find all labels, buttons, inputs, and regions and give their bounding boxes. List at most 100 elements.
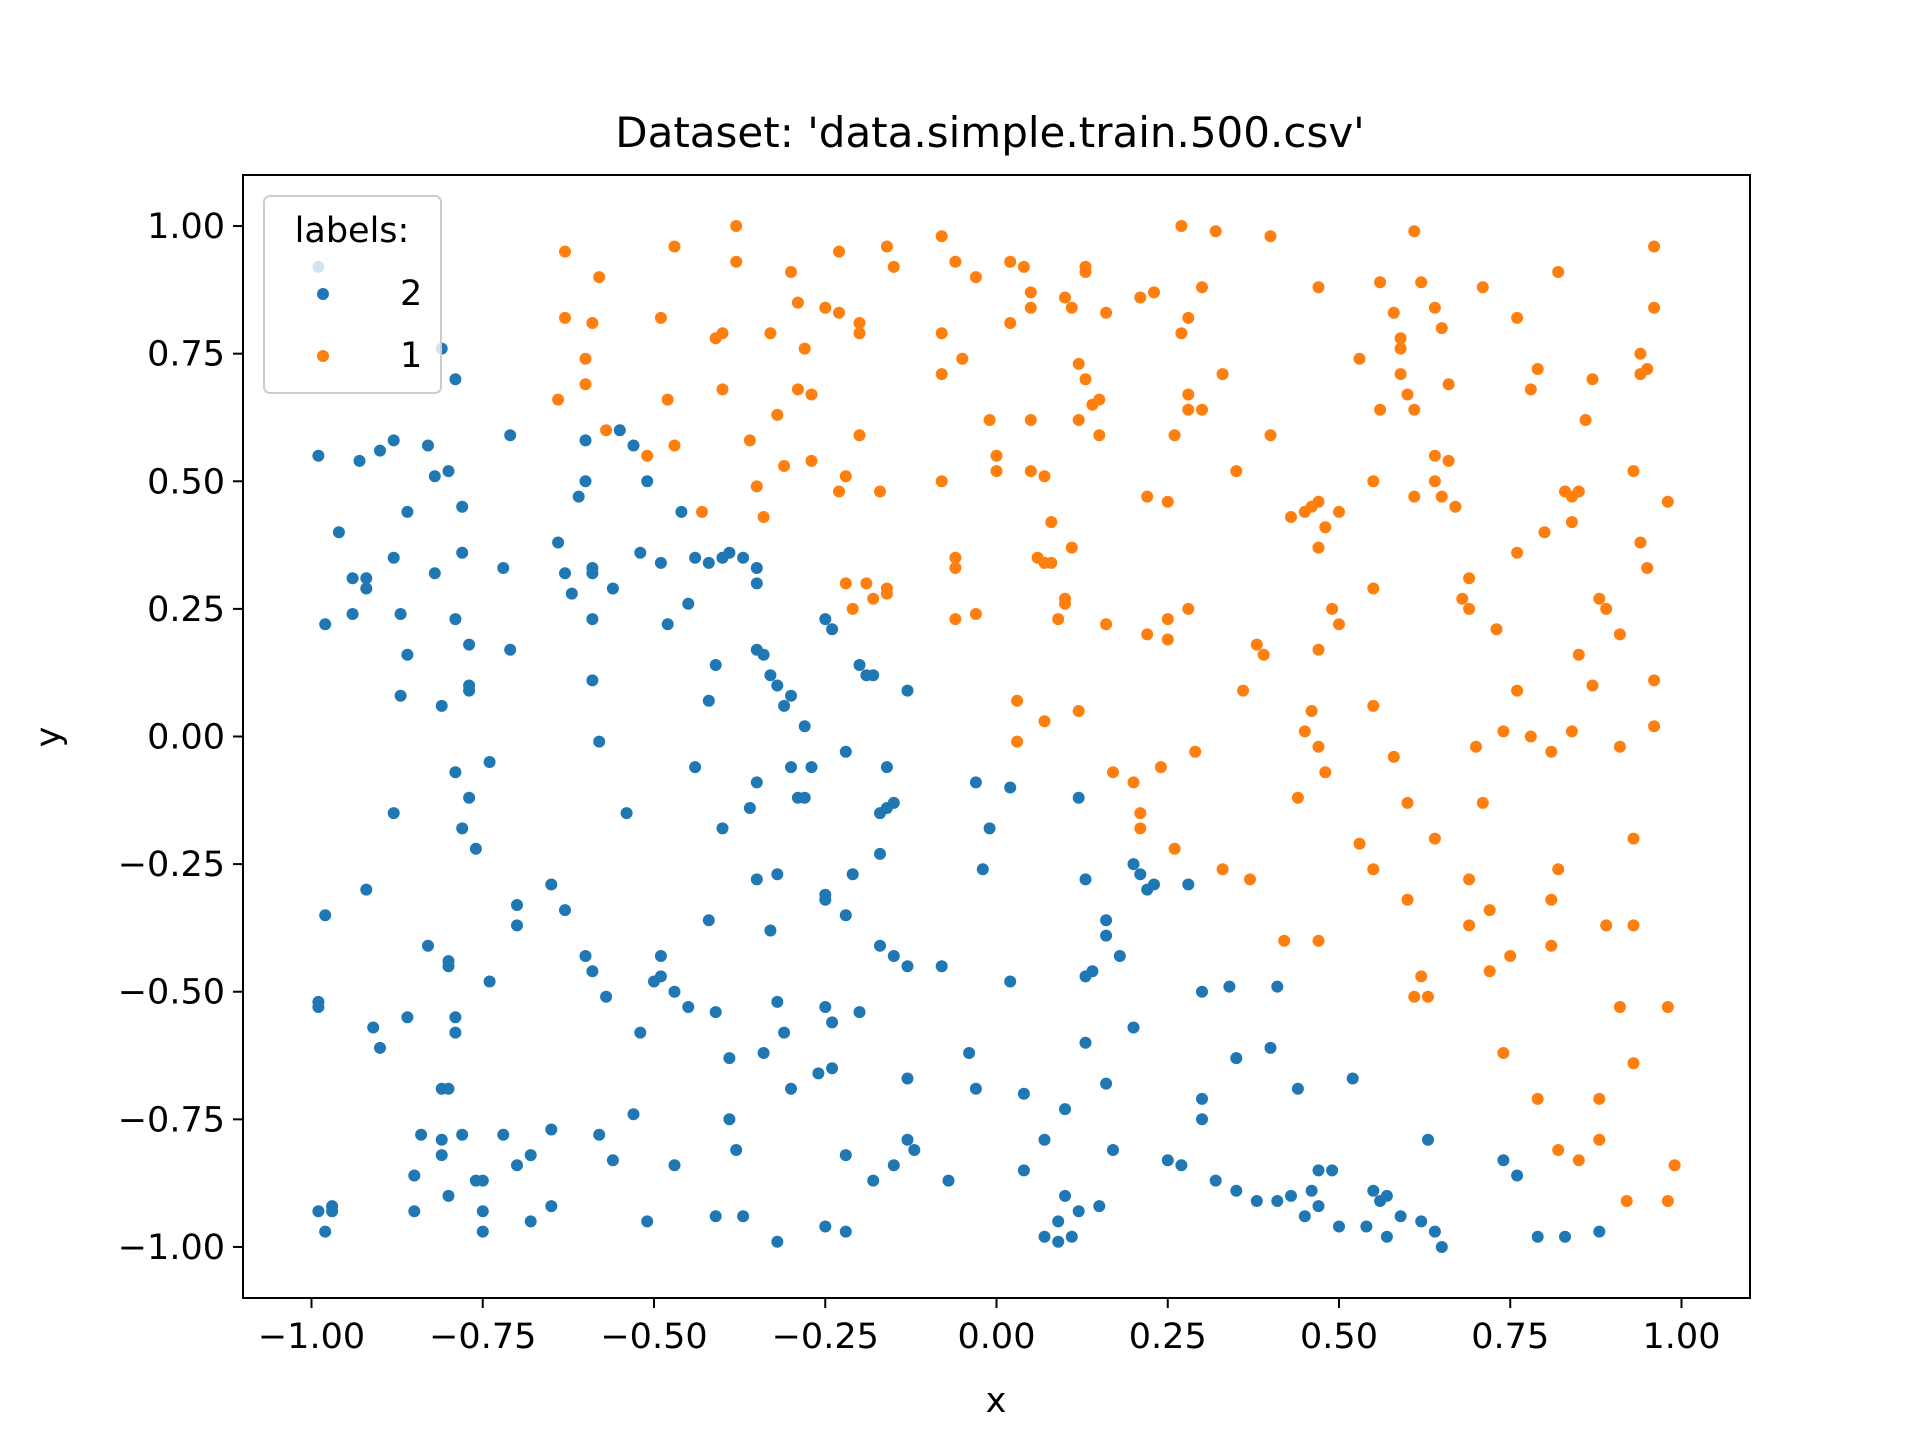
point-series-2 (874, 847, 886, 860)
x-tick-label: −1.00 (258, 1317, 365, 1357)
point-series-2 (456, 822, 469, 835)
point-series-1 (730, 255, 743, 268)
point-series-1 (641, 449, 654, 462)
point-series-2 (346, 572, 359, 585)
x-axis-title: x (986, 1381, 1007, 1421)
point-series-2 (1072, 791, 1085, 804)
point-series-2 (504, 643, 517, 656)
point-series-2 (682, 597, 695, 610)
point-series-2 (469, 842, 482, 855)
point-series-2 (1079, 873, 1092, 886)
point-series-2 (1072, 1205, 1085, 1218)
point-series-2 (319, 909, 332, 922)
point-series-1 (949, 613, 962, 626)
point-series-1 (1627, 1057, 1640, 1070)
point-series-1 (1161, 613, 1174, 626)
point-series-1 (1545, 745, 1558, 758)
point-series-1 (1100, 618, 1113, 631)
point-series-2 (1559, 1230, 1571, 1243)
point-series-2 (497, 562, 510, 574)
point-series-2 (1360, 1220, 1373, 1233)
point-series-2 (394, 608, 407, 620)
point-series-1 (579, 352, 592, 365)
points-layer (312, 220, 1681, 1253)
point-series-2 (709, 659, 722, 671)
point-series-2 (805, 761, 818, 774)
point-series-2 (545, 1123, 558, 1136)
point-series-2 (661, 618, 674, 631)
ticks-layer: −1.00 −0.75 −0.50 −0.25 0.00 0.25 0.50 0.75 1.00… (118, 207, 1721, 1357)
point-series-1 (1216, 368, 1229, 381)
point-series-2 (1305, 1184, 1318, 1197)
point-series-2 (312, 449, 325, 462)
point-series-1 (887, 260, 900, 273)
point-series-1 (1333, 505, 1345, 518)
point-series-1 (1312, 934, 1325, 947)
point-series-2 (942, 1174, 955, 1187)
point-series-1 (1552, 266, 1565, 278)
point-series-1 (1374, 403, 1387, 416)
point-series-1 (798, 342, 811, 355)
point-series-2 (887, 950, 900, 962)
point-series-1 (1004, 255, 1017, 268)
point-series-1 (1504, 950, 1517, 962)
point-series-1 (1312, 740, 1325, 753)
point-series-2 (579, 434, 592, 447)
point-series-2 (415, 1128, 428, 1141)
point-series-2 (812, 1067, 825, 1080)
point-series-1 (1572, 485, 1585, 498)
point-series-2 (901, 684, 914, 697)
point-series-2 (449, 766, 462, 779)
point-series-2 (387, 434, 400, 447)
point-series-2 (723, 546, 736, 559)
plot-frame (242, 174, 1751, 1299)
point-series-1 (1196, 281, 1208, 294)
point-series-2 (654, 556, 667, 569)
point-series-2 (1100, 929, 1113, 942)
point-series-1 (1141, 490, 1154, 503)
point-series-1 (1072, 414, 1085, 426)
point-series-2 (332, 526, 345, 539)
point-series-1 (586, 317, 599, 329)
point-series-1 (1497, 725, 1510, 738)
point-series-2 (401, 1011, 414, 1024)
point-series-2 (1017, 1087, 1030, 1100)
point-series-2 (901, 1133, 914, 1146)
point-series-1 (1244, 873, 1256, 886)
point-series-1 (1408, 225, 1421, 238)
point-series-2 (1100, 914, 1113, 927)
point-series-2 (606, 1154, 619, 1167)
point-series-2 (449, 1026, 462, 1039)
y-tick-label: 0.00 (147, 718, 225, 758)
point-series-1 (1470, 740, 1482, 753)
point-series-1 (1483, 904, 1496, 917)
point-series-1 (579, 378, 592, 391)
point-series-1 (1648, 240, 1661, 253)
point-series-1 (833, 306, 845, 319)
point-series-2 (908, 1144, 921, 1156)
point-series-1 (1600, 919, 1613, 932)
point-series-1 (1367, 699, 1380, 712)
point-series-1 (1668, 1159, 1681, 1172)
point-series-2 (976, 863, 989, 876)
point-series-1 (1127, 776, 1140, 789)
point-series-1 (1333, 618, 1345, 631)
point-series-2 (1004, 781, 1017, 794)
point-series-1 (935, 475, 948, 488)
point-series-2 (819, 613, 832, 626)
point-series-2 (839, 1149, 852, 1162)
point-series-1 (1017, 260, 1030, 273)
point-series-2 (839, 909, 852, 922)
point-series-1 (949, 562, 962, 574)
point-series-1 (1264, 230, 1277, 243)
point-series-1 (1182, 602, 1195, 615)
point-series-2 (511, 899, 523, 911)
y-tick-label: 1.00 (147, 207, 225, 247)
point-series-1 (1634, 536, 1647, 549)
point-series-1 (1237, 684, 1250, 697)
point-series-2 (702, 556, 715, 569)
point-series-2 (312, 1205, 325, 1218)
point-series-2 (737, 1210, 750, 1223)
point-series-2 (422, 439, 434, 452)
point-series-2 (586, 674, 599, 687)
